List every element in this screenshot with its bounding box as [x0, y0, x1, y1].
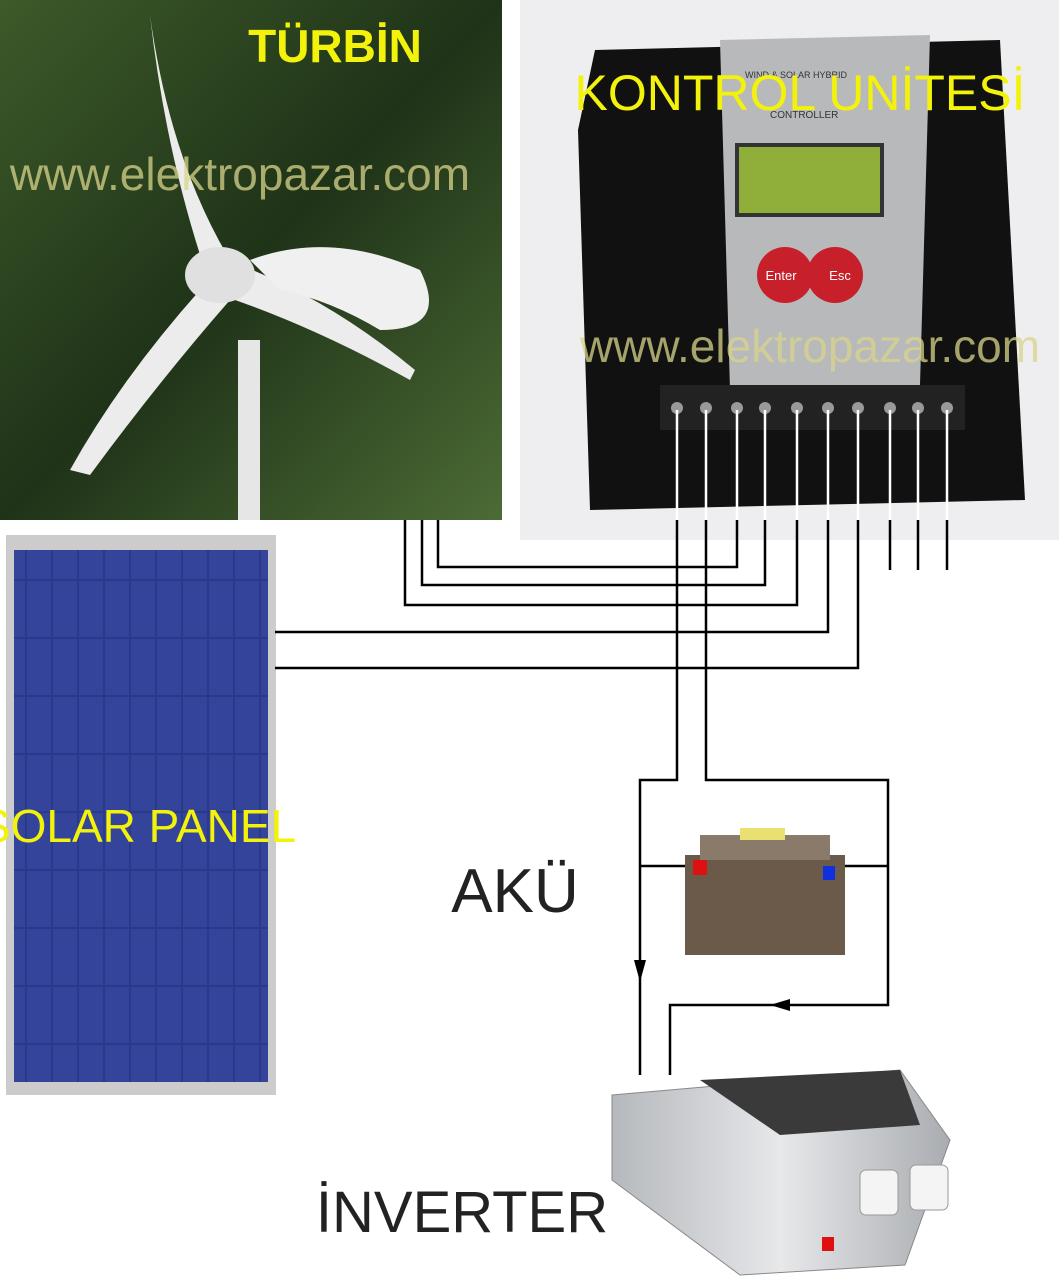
inverter-photo: İNVERTER — [316, 1070, 950, 1275]
battery-label: AKÜ — [451, 857, 578, 926]
solar-panel-label: SOLAR PANEL — [0, 800, 296, 852]
inverter-label: İNVERTER — [316, 1180, 608, 1245]
controller-photo: WIND & SOLAR HYBRID CONTROLLER Enter Esc… — [520, 0, 1059, 540]
button-label: Enter — [765, 268, 797, 283]
diagram: TÜRBİN www.elektropazar.com WIND & SOLAR… — [0, 0, 1059, 1280]
turbine-label: TÜRBİN — [248, 20, 422, 72]
button-label: Esc — [829, 268, 851, 283]
battery-photo: AKÜ — [451, 828, 845, 955]
turbine-photo: TÜRBİN www.elektropazar.com — [0, 0, 502, 520]
watermark: www.elektropazar.com — [9, 148, 470, 200]
solar-panel-photo: SOLAR PANEL — [0, 535, 296, 1095]
controller-label: KONTROL UNİTESİ — [575, 65, 1026, 121]
watermark: www.elektropazar.com — [579, 320, 1040, 372]
